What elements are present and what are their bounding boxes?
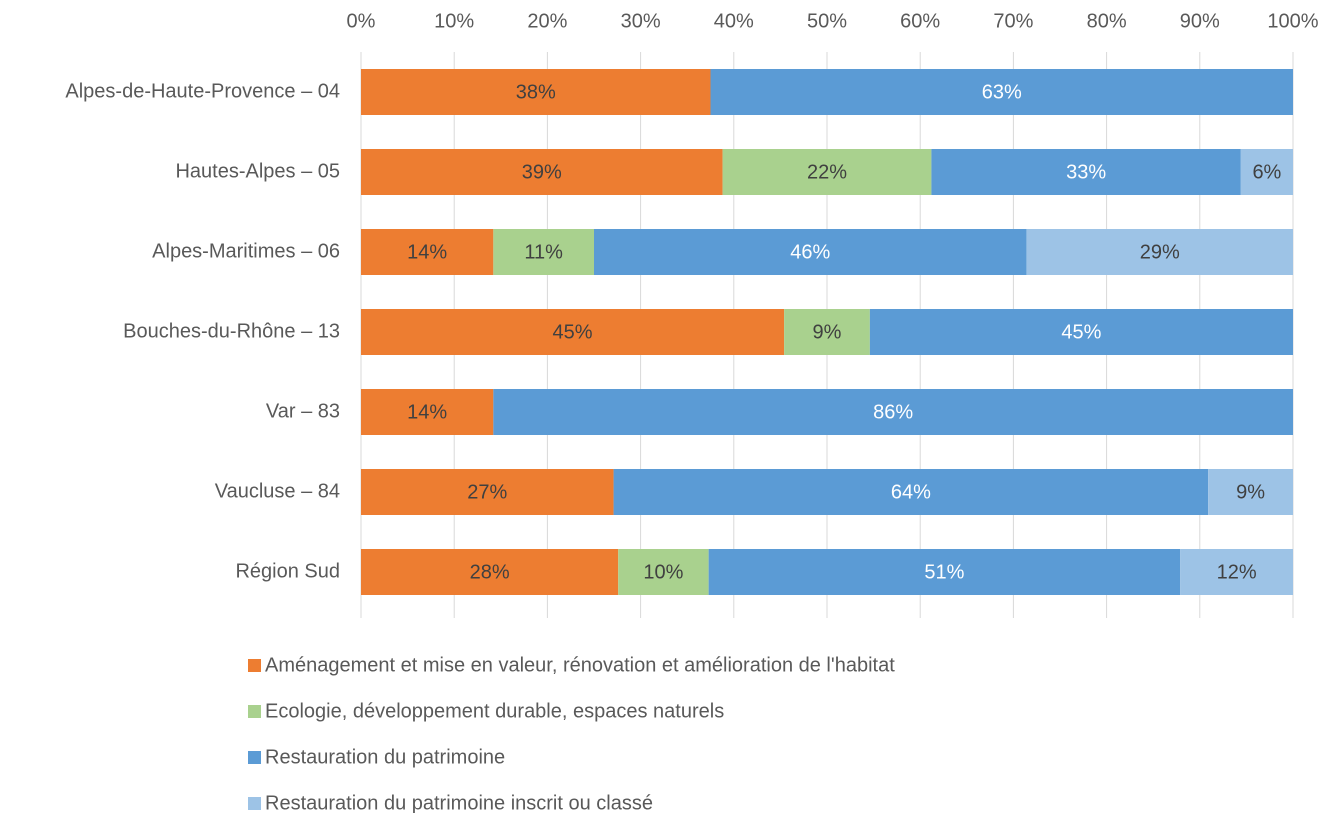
bar-segment [618,549,709,595]
bar-segment [710,69,1293,115]
y-tick-label: Alpes-Maritimes – 06 [152,240,340,262]
legend-swatch [248,751,261,764]
legend-swatch [248,659,261,672]
bar-segment [869,309,1293,355]
data-label: 27% [467,481,507,503]
data-label: 9% [1236,481,1265,503]
bar-segment [1208,469,1293,515]
data-label: 33% [1066,161,1106,183]
data-label: 22% [807,161,847,183]
x-tick-label: 40% [714,10,754,32]
y-tick-label: Alpes-de-Haute-Provence – 04 [65,80,340,102]
bar-segment [1026,229,1293,275]
bar-segment [361,69,711,115]
data-label: 64% [891,481,931,503]
legend-label: Aménagement et mise en valeur, rénovatio… [265,654,895,676]
data-label: 63% [982,81,1022,103]
x-tick-label: 20% [527,10,567,32]
x-tick-label: 60% [900,10,940,32]
data-label: 14% [407,241,447,263]
legend-swatch [248,705,261,718]
legend-swatch [248,797,261,810]
x-tick-label: 50% [807,10,847,32]
bar-segment [361,309,785,355]
bar-segment [594,229,1027,275]
bar-segment [493,229,594,275]
data-label: 46% [790,241,830,263]
bar-segment [361,389,494,435]
bar-segment [708,549,1181,595]
y-tick-label: Hautes-Alpes – 05 [175,160,340,182]
data-label: 51% [924,561,964,583]
x-tick-label: 70% [993,10,1033,32]
data-label: 45% [553,321,593,343]
data-label: 86% [873,401,913,423]
y-tick-label: Var – 83 [266,400,340,422]
bar-segment [1240,149,1293,195]
data-label: 39% [522,161,562,183]
data-label: 38% [516,81,556,103]
bar-segment [493,389,1293,435]
x-tick-label: 90% [1180,10,1220,32]
x-tick-label: 0% [347,10,376,32]
bar-segment [361,229,494,275]
data-label: 14% [407,401,447,423]
bar-segment [931,149,1241,195]
y-tick-label: Région Sud [235,560,340,582]
data-label: 12% [1217,561,1257,583]
data-label: 45% [1061,321,1101,343]
data-label: 28% [470,561,510,583]
y-tick-label: Bouches-du-Rhône – 13 [123,320,340,342]
bar-segment [613,469,1209,515]
bar-segment [361,469,614,515]
data-label: 11% [524,241,563,263]
legend-label: Restauration du patrimoine [265,746,505,768]
data-label: 29% [1140,241,1180,263]
x-tick-label: 10% [434,10,474,32]
x-tick-label: 30% [621,10,661,32]
data-label: 9% [813,321,842,343]
bar-segment [1180,549,1293,595]
data-label: 10% [643,561,683,583]
bar-segment [784,309,870,355]
bar-segment [722,149,932,195]
legend-label: Ecologie, développement durable, espaces… [265,700,724,722]
data-label: 6% [1252,161,1281,183]
bar-segment [361,549,619,595]
x-tick-label: 80% [1087,10,1127,32]
bar-segment [361,149,723,195]
y-tick-label: Vaucluse – 84 [215,480,340,502]
x-tick-label: 100% [1267,10,1318,32]
legend-label: Restauration du patrimoine inscrit ou cl… [265,792,653,813]
